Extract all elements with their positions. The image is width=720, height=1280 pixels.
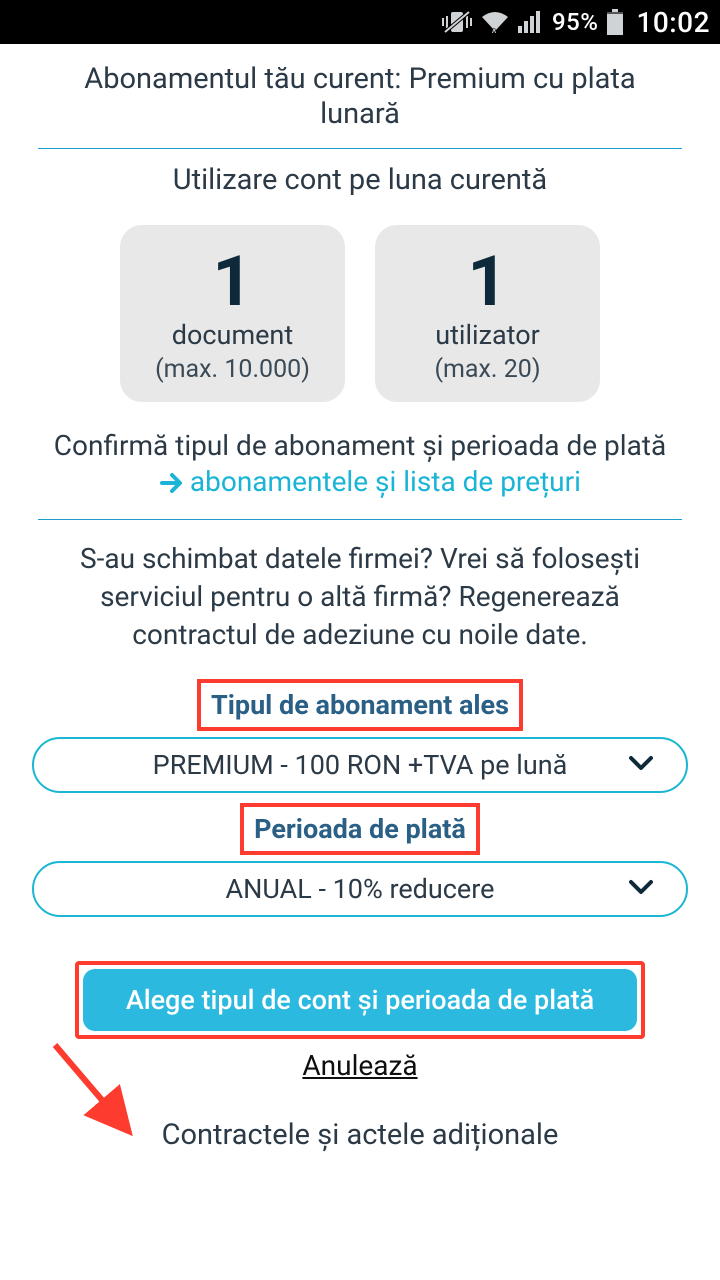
users-count: 1 bbox=[385, 247, 590, 317]
plan-type-value: PREMIUM - 100 RON +TVA pe lună bbox=[153, 749, 568, 781]
company-change-info: S-au schimbat datele firmei? Vrei să fol… bbox=[28, 530, 692, 661]
subscription-form: Tipul de abonament ales PREMIUM - 100 RO… bbox=[28, 683, 692, 1082]
usage-title: Utilizare cont pe luna curentă bbox=[28, 159, 692, 208]
chevron-down-icon bbox=[628, 879, 654, 899]
current-plan-title: Abonamentul tău curent: Premium cu plata… bbox=[28, 56, 692, 142]
vibrate-off-icon bbox=[442, 10, 472, 34]
chevron-down-icon bbox=[628, 755, 654, 775]
submit-highlight: Alege tipul de cont și perioada de plată bbox=[75, 961, 645, 1039]
docs-max: (max. 10.000) bbox=[130, 355, 335, 384]
page-content: Abonamentul tău curent: Premium cu plata… bbox=[0, 44, 720, 1152]
wifi-icon bbox=[480, 11, 510, 33]
android-status-bar: 95% 10:02 bbox=[0, 0, 720, 44]
divider bbox=[38, 519, 682, 520]
pricing-link[interactable]: abonamentele și lista de prețuri bbox=[160, 465, 581, 498]
payment-period-select[interactable]: ANUAL - 10% reducere bbox=[32, 861, 688, 917]
docs-count: 1 bbox=[130, 247, 335, 317]
payment-period-label: Perioada de plată bbox=[244, 807, 476, 851]
users-max: (max. 20) bbox=[385, 355, 590, 384]
confirm-block: Confirmă tipul de abonament și perioada … bbox=[28, 426, 692, 513]
battery-percent: 95% bbox=[552, 8, 598, 36]
contracts-title: Contractele și actele adiționale bbox=[28, 1118, 692, 1152]
usage-card-users: 1 utilizator (max. 20) bbox=[375, 225, 600, 402]
plan-type-label: Tipul de abonament ales bbox=[201, 683, 519, 727]
choose-plan-button[interactable]: Alege tipul de cont și perioada de plată bbox=[83, 969, 637, 1031]
battery-icon bbox=[606, 9, 624, 35]
usage-cards: 1 document (max. 10.000) 1 utilizator (m… bbox=[28, 225, 692, 402]
payment-period-value: ANUAL - 10% reducere bbox=[226, 873, 495, 905]
signal-icon bbox=[518, 11, 544, 33]
choose-plan-label: Alege tipul de cont și perioada de plată bbox=[126, 984, 594, 1016]
divider bbox=[38, 148, 682, 149]
users-label: utilizator bbox=[385, 319, 590, 351]
pricing-link-label: abonamentele și lista de prețuri bbox=[190, 465, 581, 498]
plan-type-select[interactable]: PREMIUM - 100 RON +TVA pe lună bbox=[32, 737, 688, 793]
status-time: 10:02 bbox=[636, 6, 710, 39]
arrow-right-icon bbox=[160, 467, 184, 503]
usage-card-documents: 1 document (max. 10.000) bbox=[120, 225, 345, 402]
cancel-link[interactable]: Anulează bbox=[302, 1049, 417, 1082]
docs-label: document bbox=[130, 319, 335, 351]
confirm-text: Confirmă tipul de abonament și perioada … bbox=[54, 429, 666, 462]
